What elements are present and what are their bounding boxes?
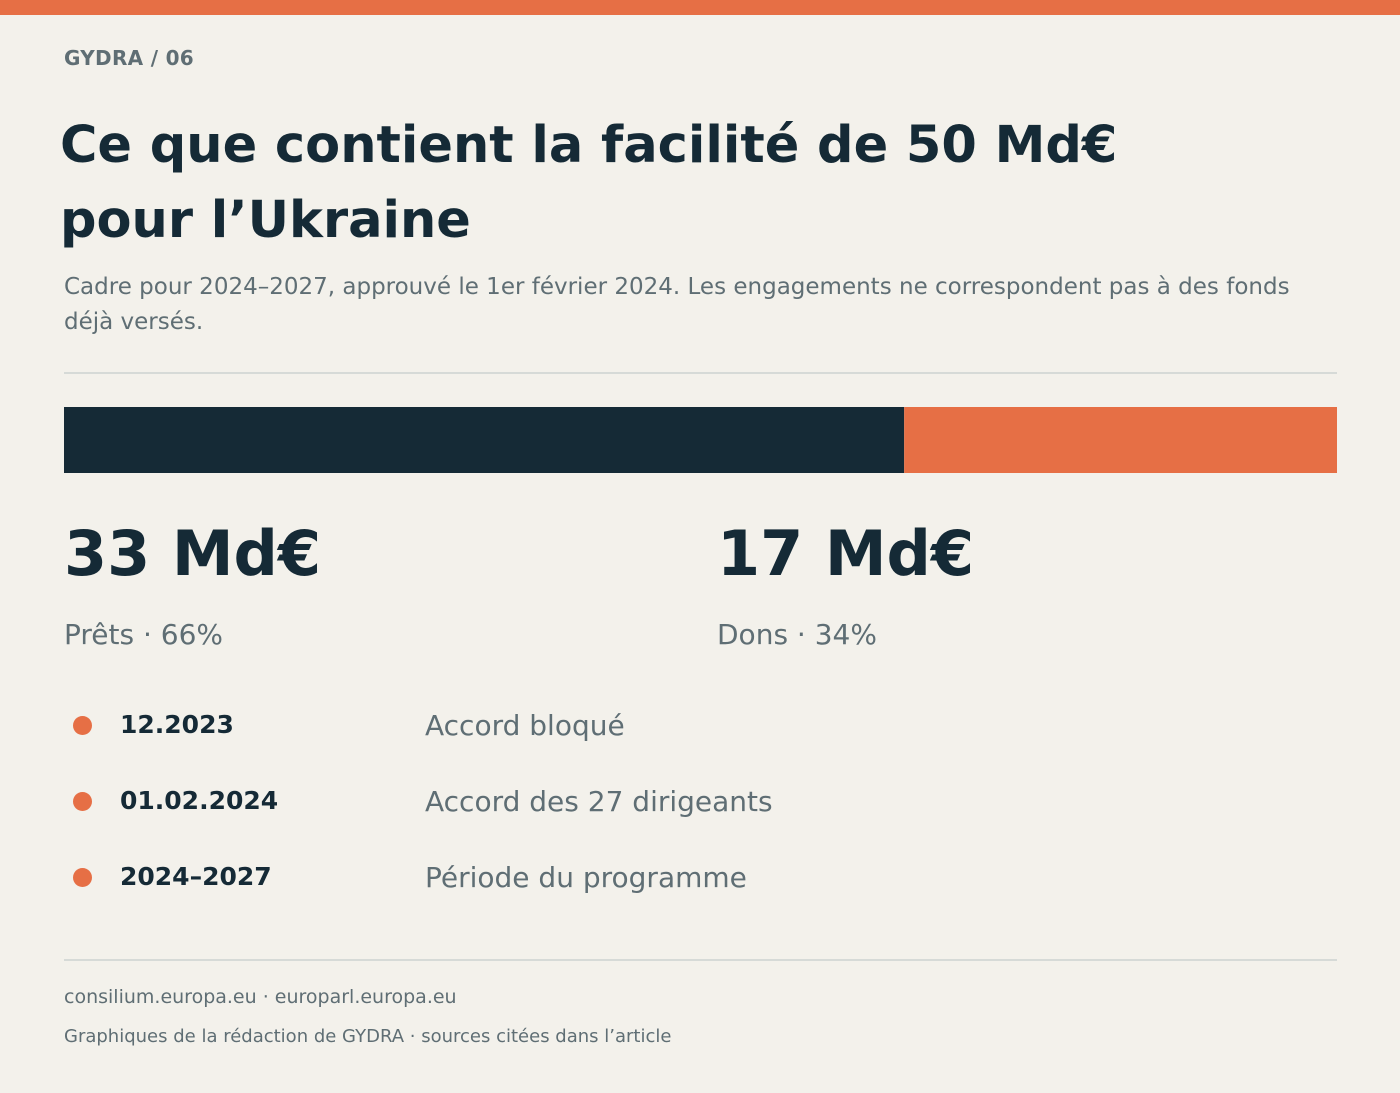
page-subtitle: Cadre pour 2024–2027, approuvé le 1er fé… [64, 274, 1290, 335]
timeline-date: 01.02.2024 [120, 786, 279, 815]
stat-grants: 17 Md€ Dons · 34% [717, 517, 975, 652]
footer-sources: consilium.europa.eu · europarl.europa.eu [64, 986, 457, 1008]
timeline-dot [73, 792, 92, 811]
footer: consilium.europa.eu · europarl.europa.eu… [64, 986, 671, 1047]
timeline-date: 12.2023 [120, 710, 234, 739]
stat-loans-value: 33 Md€ [64, 517, 322, 590]
timeline-event: 12.2023 Accord bloqué [64, 700, 1064, 776]
timeline: 12.2023 Accord bloqué 01.02.2024 Accord … [64, 700, 1064, 928]
stat-grants-value: 17 Md€ [717, 517, 975, 590]
divider-top [64, 372, 1337, 374]
stat-loans: 33 Md€ Prêts · 66% [64, 517, 322, 652]
kicker: GYDRA / 06 [64, 46, 195, 70]
bar-segment-grants [904, 407, 1337, 473]
bar-segment-loans [64, 407, 905, 473]
timeline-date: 2024–2027 [120, 862, 272, 891]
timeline-label: Accord des 27 dirigeants [425, 785, 773, 818]
timeline-label: Période du programme [425, 861, 747, 894]
top-accent-bar [0, 0, 1400, 15]
footer-credit: Graphiques de la rédaction de GYDRA · so… [64, 1026, 672, 1047]
timeline-label: Accord bloqué [425, 709, 625, 742]
stat-loans-label: Prêts · 66% [64, 618, 224, 651]
divider-bottom [64, 959, 1337, 961]
page-title: Ce que contient la facilité de 50 Md€ po… [60, 116, 1118, 250]
timeline-event: 01.02.2024 Accord des 27 dirigeants [64, 776, 1064, 852]
stat-grants-label: Dons · 34% [717, 618, 877, 651]
timeline-dot [73, 868, 92, 887]
stacked-bar-chart [64, 407, 1337, 473]
timeline-event: 2024–2027 Période du programme [64, 852, 1064, 928]
timeline-dot [73, 716, 92, 735]
